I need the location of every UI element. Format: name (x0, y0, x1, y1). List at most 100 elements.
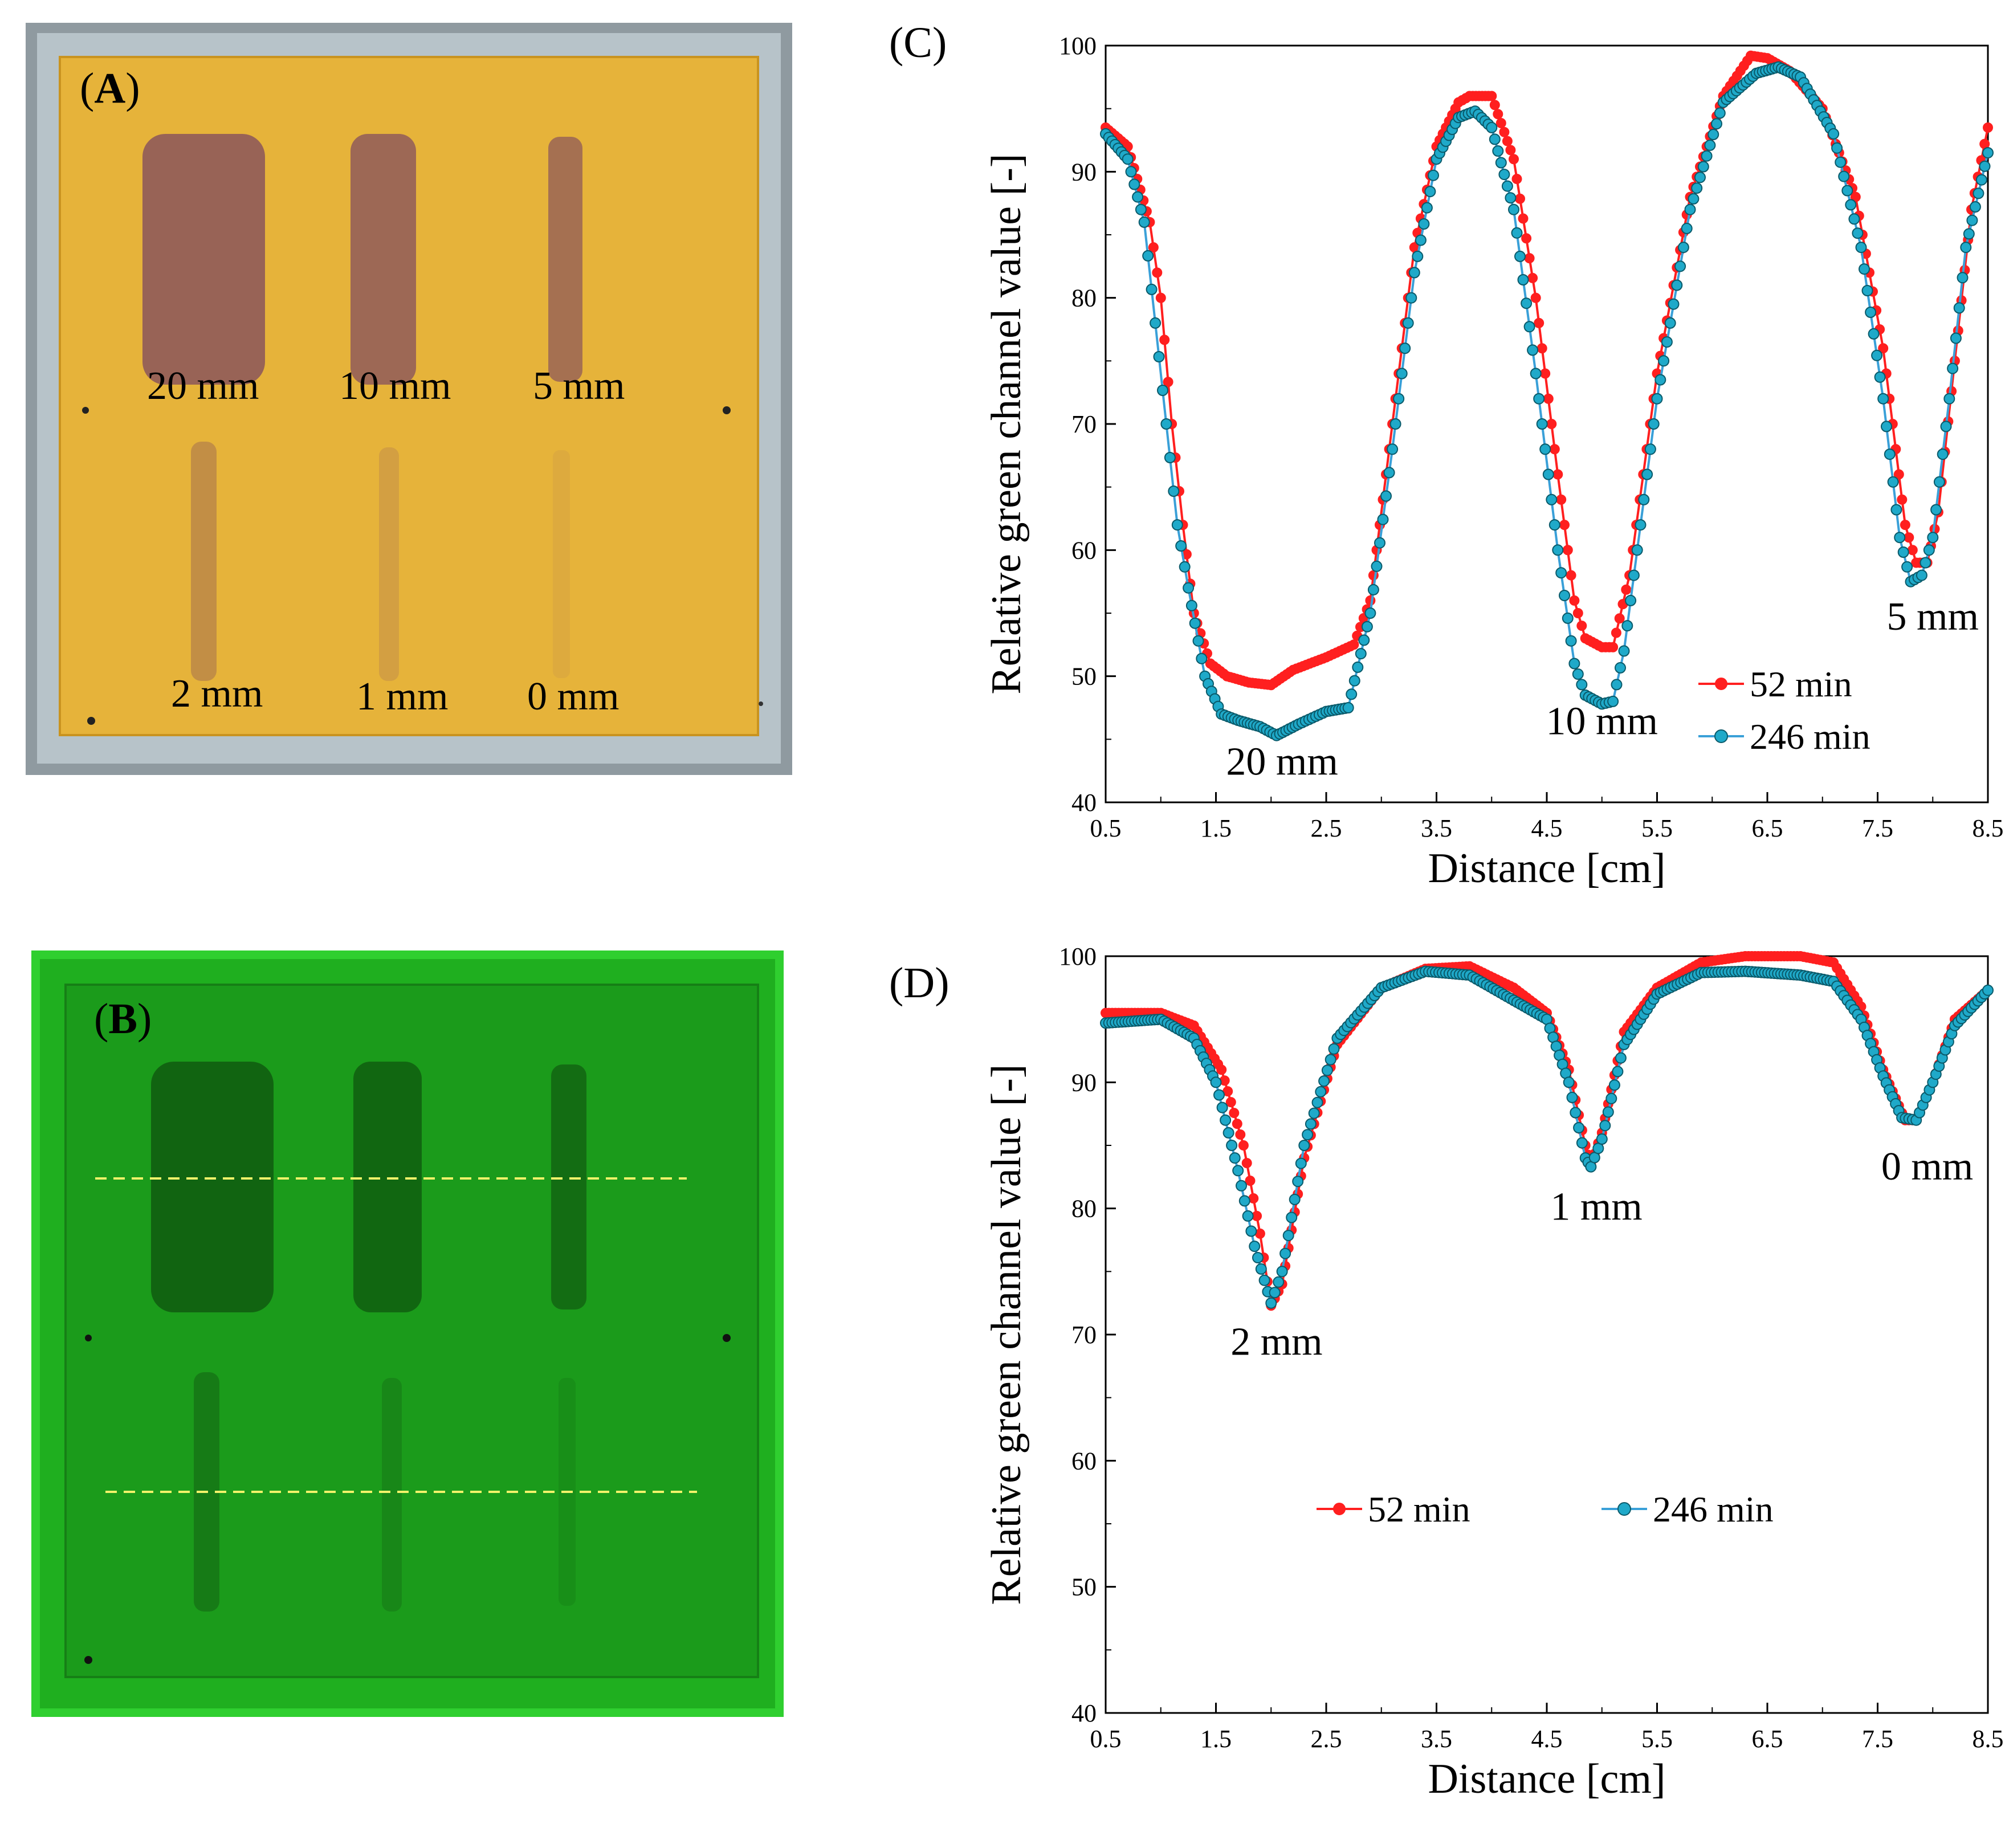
data-point (1396, 368, 1408, 380)
data-point (1146, 283, 1158, 295)
data-point (1638, 493, 1650, 505)
y-tick-label: 40 (1071, 1699, 1097, 1727)
series-246-min (1100, 965, 1994, 1309)
data-point (1701, 150, 1713, 162)
y-tick-label: 100 (1059, 32, 1097, 60)
data-point (1904, 532, 1914, 543)
data-point (1671, 279, 1683, 291)
data-point (1377, 513, 1389, 525)
data-point (1897, 494, 1908, 505)
strip-0mm (553, 450, 570, 678)
data-point (1852, 227, 1864, 239)
data-point (1286, 1211, 1298, 1223)
data-point (1877, 393, 1889, 405)
data-point (1225, 1097, 1236, 1108)
data-point (1220, 1114, 1232, 1126)
data-point (1509, 154, 1519, 165)
data-point (1489, 133, 1501, 145)
data-point (1704, 139, 1716, 151)
y-tick-label: 90 (1071, 158, 1097, 186)
data-point (1241, 1158, 1252, 1168)
data-point (1947, 362, 1959, 374)
data-point (1599, 1120, 1611, 1132)
data-point (1684, 203, 1696, 215)
data-point (1232, 1119, 1242, 1129)
data-point (1242, 1210, 1254, 1222)
data-point (1179, 561, 1191, 573)
data-point (1518, 213, 1529, 224)
x-tick-label: 7.5 (1862, 1725, 1893, 1753)
data-point (1530, 292, 1541, 303)
data-point (1966, 214, 1978, 226)
data-point (1387, 443, 1399, 455)
data-point (1428, 169, 1439, 181)
x-tick-label: 1.5 (1200, 1725, 1232, 1753)
data-point (1552, 544, 1564, 556)
data-point (1654, 374, 1666, 386)
data-point (1249, 1241, 1261, 1253)
data-point (1505, 145, 1516, 156)
data-point (1596, 1133, 1608, 1145)
data-point (1138, 216, 1150, 228)
data-point (1501, 180, 1513, 192)
data-point (1302, 1129, 1314, 1141)
data-point (1537, 343, 1547, 354)
legend-item: 52 min (1317, 1489, 1470, 1529)
data-point (1688, 193, 1700, 205)
data-point (1380, 490, 1392, 502)
data-point (1674, 260, 1686, 272)
x-tick-label: 5.5 (1641, 814, 1673, 842)
data-point (1841, 185, 1853, 197)
data-point (1546, 493, 1558, 505)
data-point (1168, 486, 1180, 497)
strip-5mm-green (551, 1064, 586, 1309)
data-point (1235, 1129, 1246, 1140)
data-point (1651, 393, 1663, 405)
strip-1mm-green (382, 1378, 402, 1612)
data-point (1960, 242, 1972, 254)
data-point (1305, 1118, 1317, 1130)
data-point (1493, 109, 1503, 120)
data-point (1556, 494, 1567, 505)
data-point (1164, 452, 1176, 463)
data-point (1691, 182, 1703, 194)
data-point (1238, 1140, 1249, 1151)
data-point (1495, 118, 1506, 128)
data-point (1346, 688, 1358, 700)
data-point (1148, 242, 1159, 253)
data-point (1714, 107, 1726, 119)
chart-c: (C) 40 50 60 70 80 90 100 0.5 1.5 2.5 3.5 4.5 5.5 6.5 7… (889, 23, 2004, 892)
data-point (1916, 569, 1927, 581)
data-point (1711, 118, 1722, 130)
data-point (1552, 469, 1563, 480)
data-point (1321, 1064, 1333, 1076)
data-point (1694, 172, 1706, 183)
data-point (1533, 393, 1545, 405)
data-point (1621, 584, 1632, 595)
data-point (1245, 1225, 1257, 1237)
data-point (1530, 368, 1542, 380)
data-point (1412, 250, 1424, 262)
x-tick-label: 4.5 (1531, 1725, 1563, 1753)
data-point (1196, 652, 1208, 664)
y-tick-label: 80 (1071, 1195, 1097, 1223)
data-point (1631, 544, 1643, 556)
legend-marker (1715, 678, 1727, 690)
data-point (1157, 385, 1168, 396)
data-point (1511, 174, 1522, 184)
data-point (1489, 100, 1500, 111)
data-point (1884, 448, 1896, 460)
data-point (1255, 1263, 1267, 1275)
strip-10mm (351, 134, 416, 385)
x-tick-label: 2.5 (1311, 1725, 1342, 1753)
label-0mm: 0 mm (527, 675, 619, 719)
peak-annotation: 20 mm (1226, 740, 1338, 784)
data-point (1364, 607, 1376, 619)
strip-5mm (548, 137, 582, 382)
strip-10mm-green (353, 1062, 422, 1312)
data-point (1565, 635, 1577, 647)
peak-annotation: 1 mm (1550, 1185, 1642, 1229)
x-tick-label: 0.5 (1090, 814, 1122, 842)
data-point (1635, 519, 1647, 531)
data-point (1890, 504, 1902, 516)
